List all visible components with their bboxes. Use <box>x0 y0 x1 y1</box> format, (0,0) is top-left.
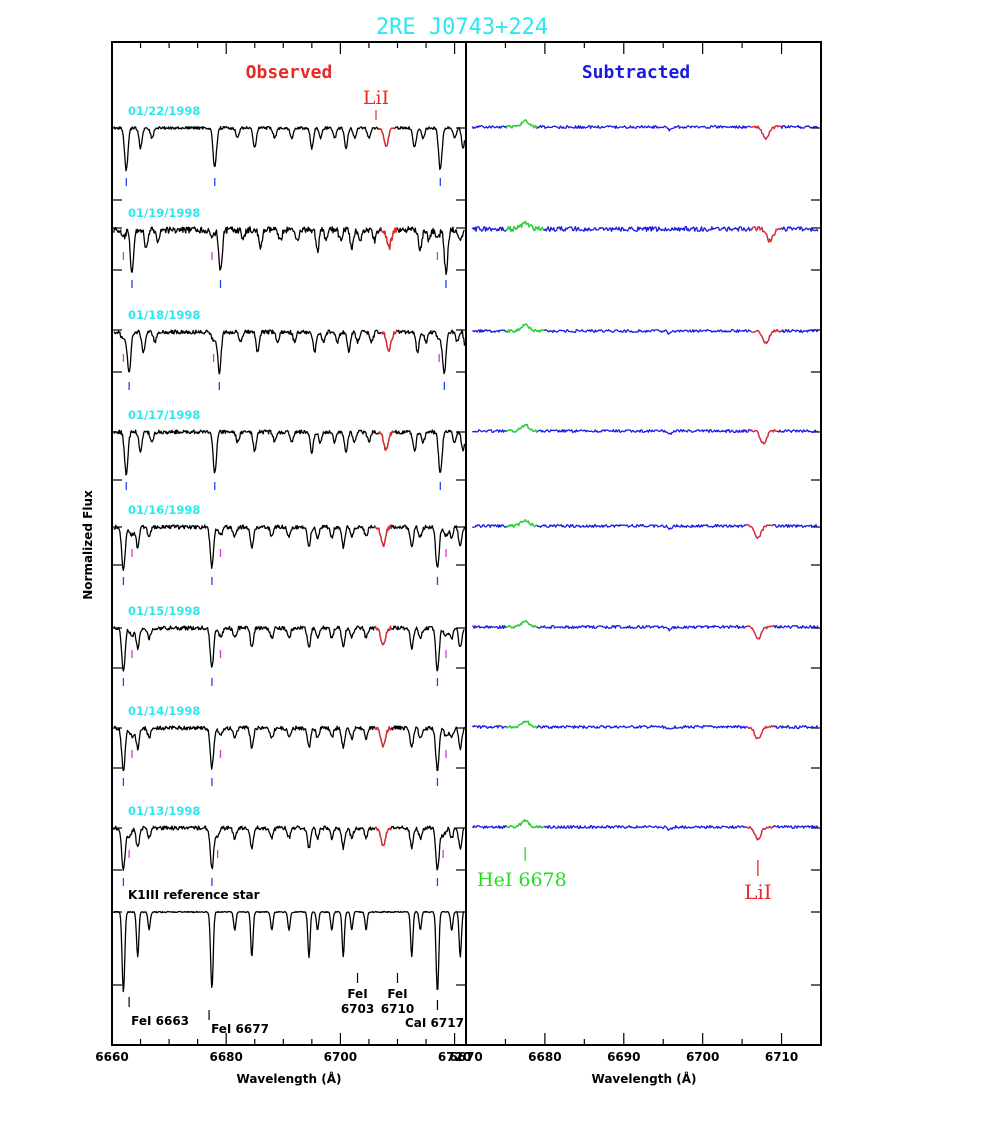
observed-date-label: 01/15/1998 <box>128 604 200 618</box>
observed-li-segment <box>374 524 392 548</box>
subtracted-x-axis-label: Wavelength (Å) <box>592 1071 697 1086</box>
observed-spectrum <box>113 524 466 572</box>
reference-line-wavelength: 6703 <box>341 1002 374 1016</box>
observed-x-tick-label: 6680 <box>209 1050 242 1064</box>
li-line-label: LiI <box>744 880 772 904</box>
observed-li-segment <box>377 430 395 451</box>
reference-line-label: FeI 6677 <box>211 1022 269 1036</box>
subtracted-panel: Subtracted Wavelength (Å) 6670 6680 6690 67… <box>449 41 822 1086</box>
observed-li-segment <box>380 227 398 251</box>
observed-li-segment <box>374 625 392 646</box>
observed-date-label: 01/22/1998 <box>128 104 200 118</box>
observed-spectrum <box>113 725 466 772</box>
subtracted-he-segment <box>505 720 538 729</box>
subtracted-li-segment <box>746 725 774 740</box>
subtracted-spectrum <box>471 720 819 740</box>
observed-spectrum <box>113 429 466 476</box>
subtracted-he-segment <box>506 620 538 629</box>
subtracted-li-segment <box>746 625 774 640</box>
reference-star-label: K1III reference star <box>128 888 260 902</box>
observed-spectrum <box>113 910 465 993</box>
reference-line-label: FeI 6663 <box>131 1014 189 1028</box>
observed-li-segment <box>374 726 392 748</box>
subtracted-he-segment <box>505 119 538 129</box>
subtracted-li-segment <box>750 429 778 445</box>
subtracted-he-segment <box>506 323 545 333</box>
subtracted-x-tick-label: 6670 <box>449 1050 482 1064</box>
observed-date-label: 01/14/1998 <box>128 704 200 718</box>
subtracted-frame <box>465 41 822 1046</box>
subtracted-spectrum <box>471 220 819 243</box>
subtracted-spectrum <box>471 819 819 841</box>
observed-li-segment <box>374 826 392 847</box>
subtracted-he-segment <box>506 423 538 433</box>
subtracted-spectrum <box>472 519 819 540</box>
y-axis-label: Normalized Flux <box>81 490 95 600</box>
reference-line-label: CaI 6717 <box>405 1016 464 1030</box>
observed-panel-title: Observed <box>246 62 333 83</box>
subtracted-li-segment <box>750 328 782 344</box>
observed-spectrum <box>113 125 466 172</box>
subtracted-li-segment <box>750 226 782 243</box>
he-line-label: HeI 6678 <box>477 869 567 891</box>
observed-x-tick-label: 6720 <box>438 1050 471 1064</box>
observed-li-segment <box>380 329 398 353</box>
observed-date-label: 01/19/1998 <box>128 206 200 220</box>
subtracted-he-segment <box>506 819 545 829</box>
subtracted-panel-title: Subtracted <box>582 62 690 83</box>
reference-line-label: FeI <box>387 987 407 1001</box>
subtracted-spectrum <box>472 323 819 344</box>
subtracted-x-tick-label: 6680 <box>528 1050 561 1064</box>
subtracted-li-segment <box>750 125 781 141</box>
observed-x-tick-label: 6660 <box>95 1050 128 1064</box>
reference-line-label: FeI <box>347 987 367 1001</box>
subtracted-li-segment <box>746 825 774 841</box>
observed-date-label: 01/13/1998 <box>128 804 200 818</box>
observed-date-label: 01/18/1998 <box>128 308 200 322</box>
observed-spectrum <box>113 625 465 672</box>
reference-line-wavelength: 6710 <box>381 1002 414 1016</box>
observed-spectrum <box>113 226 465 276</box>
observed-x-axis-label: Wavelength (Å) <box>237 1071 342 1086</box>
observed-x-tick-label: 6700 <box>324 1050 357 1064</box>
observed-date-label: 01/16/1998 <box>128 503 200 517</box>
subtracted-he-segment <box>505 220 545 232</box>
observed-li-segment <box>377 127 395 147</box>
observed-li-label: LiI <box>363 87 389 109</box>
observed-spectrum <box>113 825 465 871</box>
subtracted-spectrum <box>472 620 819 640</box>
subtracted-he-segment <box>505 519 537 528</box>
subtracted-x-tick-label: 6710 <box>765 1050 798 1064</box>
subtracted-x-tick-label: 6700 <box>686 1050 719 1064</box>
subtracted-x-tick-label: 6690 <box>607 1050 640 1064</box>
subtracted-li-segment <box>746 524 774 540</box>
figure-title: 2RE J0743+224 <box>376 15 548 40</box>
observed-panel: Observed Wavelength (Å) LiI 6660 6680 6700… <box>95 41 471 1086</box>
subtracted-spectrum <box>471 119 819 141</box>
observed-spectrum <box>113 329 466 375</box>
observed-date-label: 01/17/1998 <box>128 408 200 422</box>
